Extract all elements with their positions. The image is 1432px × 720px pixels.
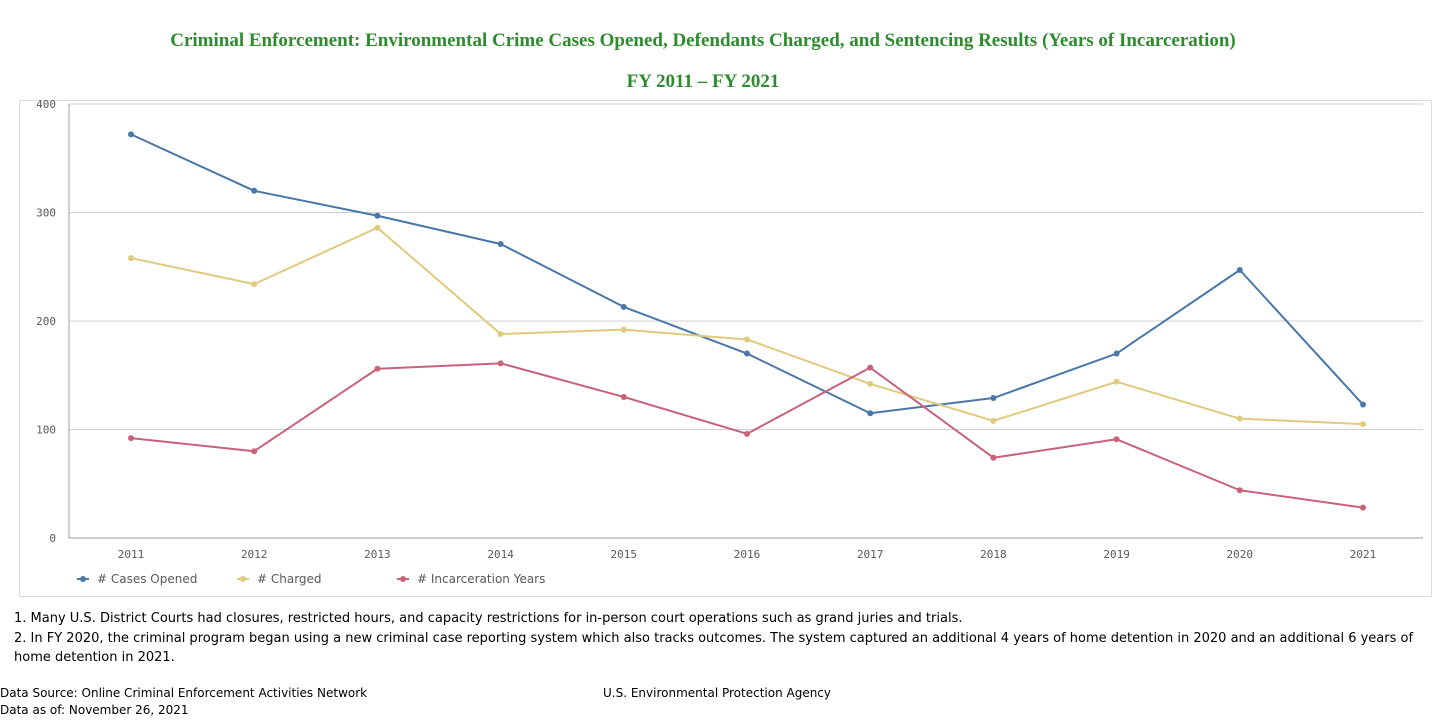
data-point (497, 331, 504, 338)
data-point (990, 417, 997, 424)
data-point (251, 281, 258, 288)
y-tick-label: 400 (36, 98, 56, 111)
legend-swatch-marker (80, 576, 86, 582)
data-point (497, 240, 504, 247)
data-point (620, 393, 627, 400)
data-point (1360, 504, 1366, 511)
data-point (744, 430, 750, 437)
data-as-of: Data as of: November 26, 2021 (0, 703, 189, 717)
x-tick-label: 2018 (980, 548, 1007, 561)
data-point (1113, 378, 1120, 385)
data-point (1360, 401, 1366, 408)
footnote-2: 2. In FY 2020, the criminal program bega… (14, 630, 1414, 666)
x-tick-label: 2012 (241, 548, 268, 561)
data-point (1113, 436, 1120, 443)
x-tick-label: 2021 (1350, 548, 1377, 561)
data-point (620, 326, 627, 333)
legend-label: # Charged (257, 572, 322, 586)
data-point (867, 410, 874, 417)
x-tick-label: 2017 (857, 548, 884, 561)
data-point (497, 360, 504, 367)
x-tick-label: 2013 (364, 548, 391, 561)
data-point (990, 454, 997, 461)
footnote-1: 1. Many U.S. District Courts had closure… (14, 611, 963, 626)
data-point (251, 448, 258, 455)
data-point (251, 187, 258, 194)
data-point (867, 380, 874, 387)
data-point (744, 350, 750, 357)
data-point (990, 395, 997, 402)
footnotes: 1. Many U.S. District Courts had closure… (14, 609, 1429, 668)
data-point (374, 212, 381, 219)
y-tick-label: 100 (36, 424, 56, 437)
data-point (1360, 421, 1366, 428)
data-point (1236, 267, 1243, 274)
series-line-1 (130, 133, 1364, 415)
x-tick-label: 2015 (611, 548, 638, 561)
data-point (374, 365, 381, 372)
line-chart: 0 100 200 300 400 2011 2012 2013 2014 2015 2016 201… (36, 98, 1423, 586)
data-point (1236, 415, 1243, 422)
data-point (1236, 487, 1243, 494)
x-tick-label: 2019 (1103, 548, 1130, 561)
data-point (744, 336, 750, 343)
data-point (128, 255, 134, 262)
y-tick-label: 300 (36, 207, 56, 220)
y-tick-label: 200 (36, 315, 56, 328)
legend-swatch-marker (400, 576, 406, 582)
y-tick-label: 0 (49, 532, 56, 545)
data-point (128, 435, 134, 442)
legend-swatch-marker (240, 576, 246, 582)
x-tick-label: 2014 (487, 548, 514, 561)
series-line-2 (130, 226, 1364, 426)
x-tick-label: 2016 (734, 548, 761, 561)
data-point (867, 364, 874, 371)
data-source: Data Source: Online Criminal Enforcement… (0, 686, 368, 700)
chart-subtitle: FY 2011 – FY 2021 (626, 71, 780, 92)
chart-title: Criminal Enforcement: Environmental Crim… (170, 30, 1236, 51)
data-point (1113, 350, 1120, 357)
data-point (128, 131, 134, 138)
agency-name: U.S. Environmental Protection Agency (603, 686, 832, 700)
data-point (374, 224, 381, 231)
x-tick-label: 2011 (118, 548, 145, 561)
data-point (620, 303, 627, 310)
x-tick-label: 2020 (1227, 548, 1254, 561)
legend-label: # Incarceration Years (417, 572, 545, 586)
legend-label: # Cases Opened (97, 572, 197, 586)
